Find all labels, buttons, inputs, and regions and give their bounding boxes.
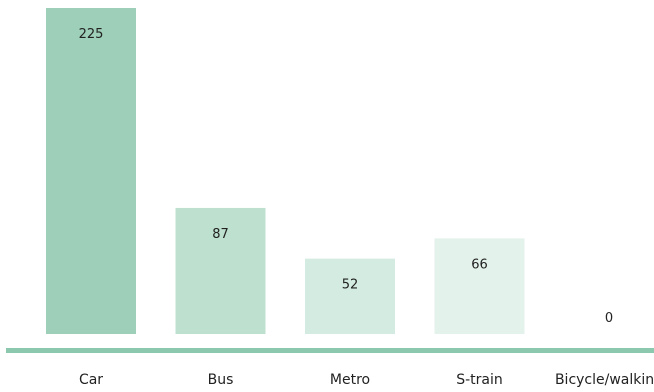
value-label: 87 xyxy=(212,227,229,242)
category-label: Bus xyxy=(208,372,234,388)
bar-bus xyxy=(175,207,266,334)
bars-group xyxy=(46,8,525,334)
bar-car xyxy=(46,8,136,334)
value-label: 0 xyxy=(605,311,613,326)
value-label: 52 xyxy=(342,278,359,293)
category-labels-group: Car Bus Metro S-train Bicycle/walking xyxy=(79,372,654,388)
value-label: 66 xyxy=(471,257,488,272)
bar-metro xyxy=(305,258,395,334)
category-label: Bicycle/walking xyxy=(555,372,654,388)
category-label: S-train xyxy=(456,372,503,388)
value-labels-group: 225 87 52 66 0 xyxy=(79,27,614,326)
bar-s-train xyxy=(434,238,525,334)
category-label: Car xyxy=(79,372,103,388)
x-axis-baseline xyxy=(6,348,654,353)
category-label: Metro xyxy=(330,372,370,388)
value-label: 225 xyxy=(79,27,104,42)
